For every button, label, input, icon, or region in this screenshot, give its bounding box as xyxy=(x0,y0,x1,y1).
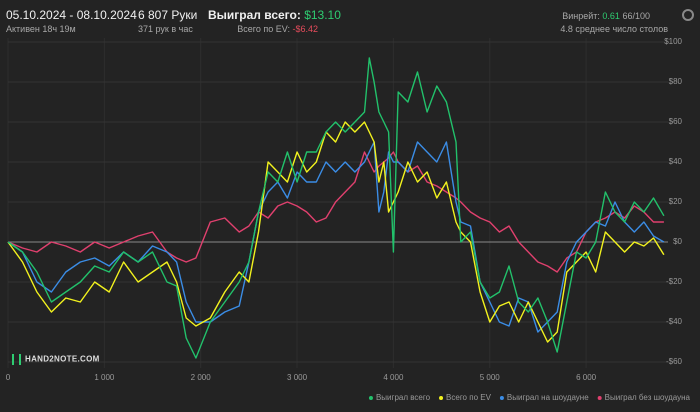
legend: Выиграл всего Всего по EV Выиграл на шоуда… xyxy=(368,393,691,402)
legend-marker xyxy=(499,396,504,400)
y-tick-label: $20 xyxy=(669,197,683,206)
y-tick-label: $0 xyxy=(673,237,682,246)
winrate-detail: 66/100 xyxy=(622,11,650,21)
ev-value: -$6.42 xyxy=(292,24,318,34)
x-tick-label: 1 000 xyxy=(94,373,115,382)
settings-button[interactable] xyxy=(682,9,694,21)
series-line xyxy=(7,121,665,343)
y-tick-label: $40 xyxy=(669,157,683,166)
legend-label: Выиграл всего xyxy=(376,393,431,402)
y-tick-label: -$60 xyxy=(666,357,683,366)
avg-tables: 4.8 среднее число столов xyxy=(560,24,668,34)
x-tick-label: 5 000 xyxy=(480,373,501,382)
active-time: Активен 18ч 19м xyxy=(6,24,76,34)
ev-total: Всего по EV: -$6.42 xyxy=(237,24,318,34)
y-tick-label: $80 xyxy=(669,77,683,86)
won-total: Выиграл всего: $13.10 xyxy=(208,8,341,22)
legend-label: Выиграл на шоудауне xyxy=(507,393,589,402)
winrate: Винрейт: 0.61 66/100 xyxy=(562,11,650,21)
y-tick-label: -$40 xyxy=(666,317,683,326)
legend-marker xyxy=(597,396,602,400)
x-tick-label: 3 000 xyxy=(287,373,308,382)
hands: 6 807 Руки xyxy=(138,8,198,22)
won-label: Выиграл всего: xyxy=(208,8,301,22)
logo: HAND2NOTE.COM xyxy=(12,354,100,365)
ev-label: Всего по EV: xyxy=(237,24,290,34)
logo-text: HAND2NOTE.COM xyxy=(25,354,100,364)
legend-label: Всего по EV xyxy=(446,393,492,402)
x-tick-label: 2 000 xyxy=(191,373,212,382)
legend-label: Выиграл без шоудауна xyxy=(605,393,691,402)
y-tick-label: $100 xyxy=(664,37,682,46)
series-line xyxy=(7,151,664,273)
hands-per-hour: 371 рук в час xyxy=(138,24,193,34)
x-tick-label: 4 000 xyxy=(383,373,404,382)
y-tick-label: -$20 xyxy=(666,277,683,286)
legend-marker xyxy=(439,396,444,400)
legend-marker xyxy=(368,396,373,400)
date-range: 05.10.2024 - 08.10.2024 xyxy=(6,8,137,22)
won-value: $13.10 xyxy=(304,8,341,22)
winrate-value: 0.61 xyxy=(602,11,620,21)
x-tick-label: 0 xyxy=(6,373,11,382)
series-line xyxy=(7,141,665,333)
series-line xyxy=(7,57,665,359)
winrate-label: Винрейт: xyxy=(562,11,600,21)
x-tick-label: 6 000 xyxy=(576,373,597,382)
y-tick-label: $60 xyxy=(669,117,683,126)
